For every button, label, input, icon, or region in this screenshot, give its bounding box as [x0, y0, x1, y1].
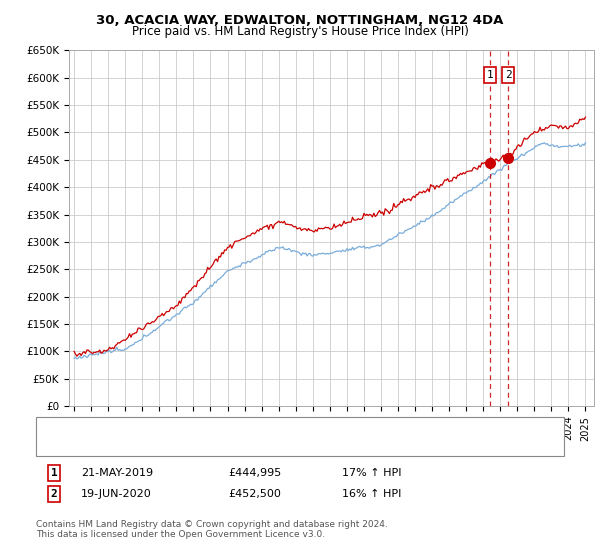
Text: 17% ↑ HPI: 17% ↑ HPI [342, 468, 401, 478]
Text: 19-JUN-2020: 19-JUN-2020 [81, 489, 152, 499]
Text: 30, ACACIA WAY, EDWALTON, NOTTINGHAM, NG12 4DA: 30, ACACIA WAY, EDWALTON, NOTTINGHAM, NG… [97, 14, 503, 27]
Text: HPI: Average price, detached house, Rushcliffe: HPI: Average price, detached house, Rush… [111, 442, 344, 451]
Text: 1: 1 [50, 468, 58, 478]
Text: £444,995: £444,995 [228, 468, 281, 478]
Text: 16% ↑ HPI: 16% ↑ HPI [342, 489, 401, 499]
Text: ─────: ───── [54, 422, 91, 435]
Text: ─────: ───── [54, 440, 91, 453]
Text: £452,500: £452,500 [228, 489, 281, 499]
Text: 1: 1 [487, 70, 493, 80]
Text: 30, ACACIA WAY, EDWALTON, NOTTINGHAM, NG12 4DA (detached house): 30, ACACIA WAY, EDWALTON, NOTTINGHAM, NG… [111, 423, 477, 433]
Text: 2: 2 [505, 70, 511, 80]
Text: 2: 2 [50, 489, 58, 499]
Text: 21-MAY-2019: 21-MAY-2019 [81, 468, 153, 478]
Text: Price paid vs. HM Land Registry's House Price Index (HPI): Price paid vs. HM Land Registry's House … [131, 25, 469, 38]
Text: Contains HM Land Registry data © Crown copyright and database right 2024.
This d: Contains HM Land Registry data © Crown c… [36, 520, 388, 539]
